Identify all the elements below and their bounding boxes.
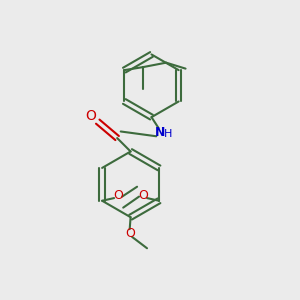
Text: O: O [113,189,123,202]
Text: N: N [155,126,165,139]
Text: O: O [125,227,135,240]
Text: O: O [86,109,97,123]
Text: H: H [164,129,172,139]
Text: O: O [138,189,148,202]
